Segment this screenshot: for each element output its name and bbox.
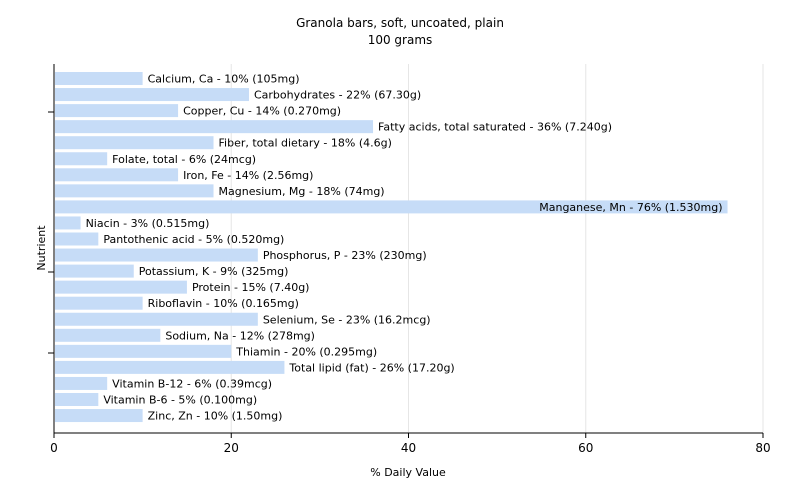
bar (55, 248, 258, 262)
chart-title: Granola bars, soft, uncoated, plain (296, 16, 504, 30)
bar-label: Vitamin B-12 - 6% (0.39mcg) (112, 377, 272, 390)
bar-label: Iron, Fe - 14% (2.56mg) (183, 169, 313, 182)
bar-label: Calcium, Ca - 10% (105mg) (148, 73, 300, 86)
bar (55, 136, 214, 150)
bar-label: Magnesium, Mg - 18% (74mg) (219, 185, 385, 198)
bar-label: Vitamin B-6 - 5% (0.100mg) (103, 394, 257, 407)
bar (55, 88, 249, 102)
bar-label: Phosphorus, P - 23% (230mg) (263, 249, 427, 262)
bar-label: Protein - 15% (7.40g) (192, 281, 310, 294)
bar-label: Selenium, Se - 23% (16.2mcg) (263, 313, 431, 326)
bar-label: Pantothenic acid - 5% (0.520mg) (103, 233, 284, 246)
bar (55, 376, 108, 390)
bar-label: Sodium, Na - 12% (278mg) (165, 329, 315, 342)
bar (55, 264, 134, 278)
bar (55, 280, 187, 294)
bar (55, 232, 99, 246)
bar (55, 152, 108, 166)
bar-label: Copper, Cu - 14% (0.270mg) (183, 105, 341, 118)
bar-label: Thiamin - 20% (0.295mg) (235, 345, 377, 358)
axes: 0 20 40 60 80 (48, 64, 771, 455)
bar-label: Fiber, total dietary - 18% (4.6g) (219, 137, 392, 150)
bar (55, 200, 728, 214)
bar (55, 120, 374, 134)
bar (55, 312, 258, 326)
bar-label: Niacin - 3% (0.515mg) (86, 217, 210, 230)
bar (55, 328, 161, 342)
x-tick-label: 60 (578, 441, 593, 455)
bars (55, 72, 728, 423)
bar-label: Riboflavin - 10% (0.165mg) (148, 297, 299, 310)
bar-label: Fatty acids, total saturated - 36% (7.24… (378, 121, 612, 134)
x-tick-label: 20 (224, 441, 239, 455)
bar-label: Zinc, Zn - 10% (1.50mg) (148, 410, 283, 423)
bar-label: Folate, total - 6% (24mcg) (112, 153, 256, 166)
chart-subtitle: 100 grams (368, 33, 433, 47)
bar (55, 216, 81, 230)
bar (55, 168, 179, 182)
x-tick-label: 80 (755, 441, 770, 455)
bar-label: Potassium, K - 9% (325mg) (139, 265, 289, 278)
y-axis-label: Nutrient (35, 225, 48, 271)
bar-labels: Calcium, Ca - 10% (105mg) Carbohydrates -… (86, 73, 723, 423)
bar-label: Manganese, Mn - 76% (1.530mg) (539, 201, 722, 214)
x-tick-label: 0 (50, 441, 58, 455)
bar-label: Total lipid (fat) - 26% (17.20g) (288, 361, 454, 374)
bar (55, 184, 214, 198)
bar (55, 409, 143, 423)
bar (55, 360, 285, 374)
x-axis-label: % Daily Value (370, 466, 446, 479)
bar-label: Carbohydrates - 22% (67.30g) (254, 89, 421, 102)
x-tick-label: 40 (401, 441, 416, 455)
bar (55, 344, 232, 358)
bar (55, 72, 143, 85)
bar (55, 104, 179, 118)
bar (55, 296, 143, 310)
bar (55, 393, 99, 406)
